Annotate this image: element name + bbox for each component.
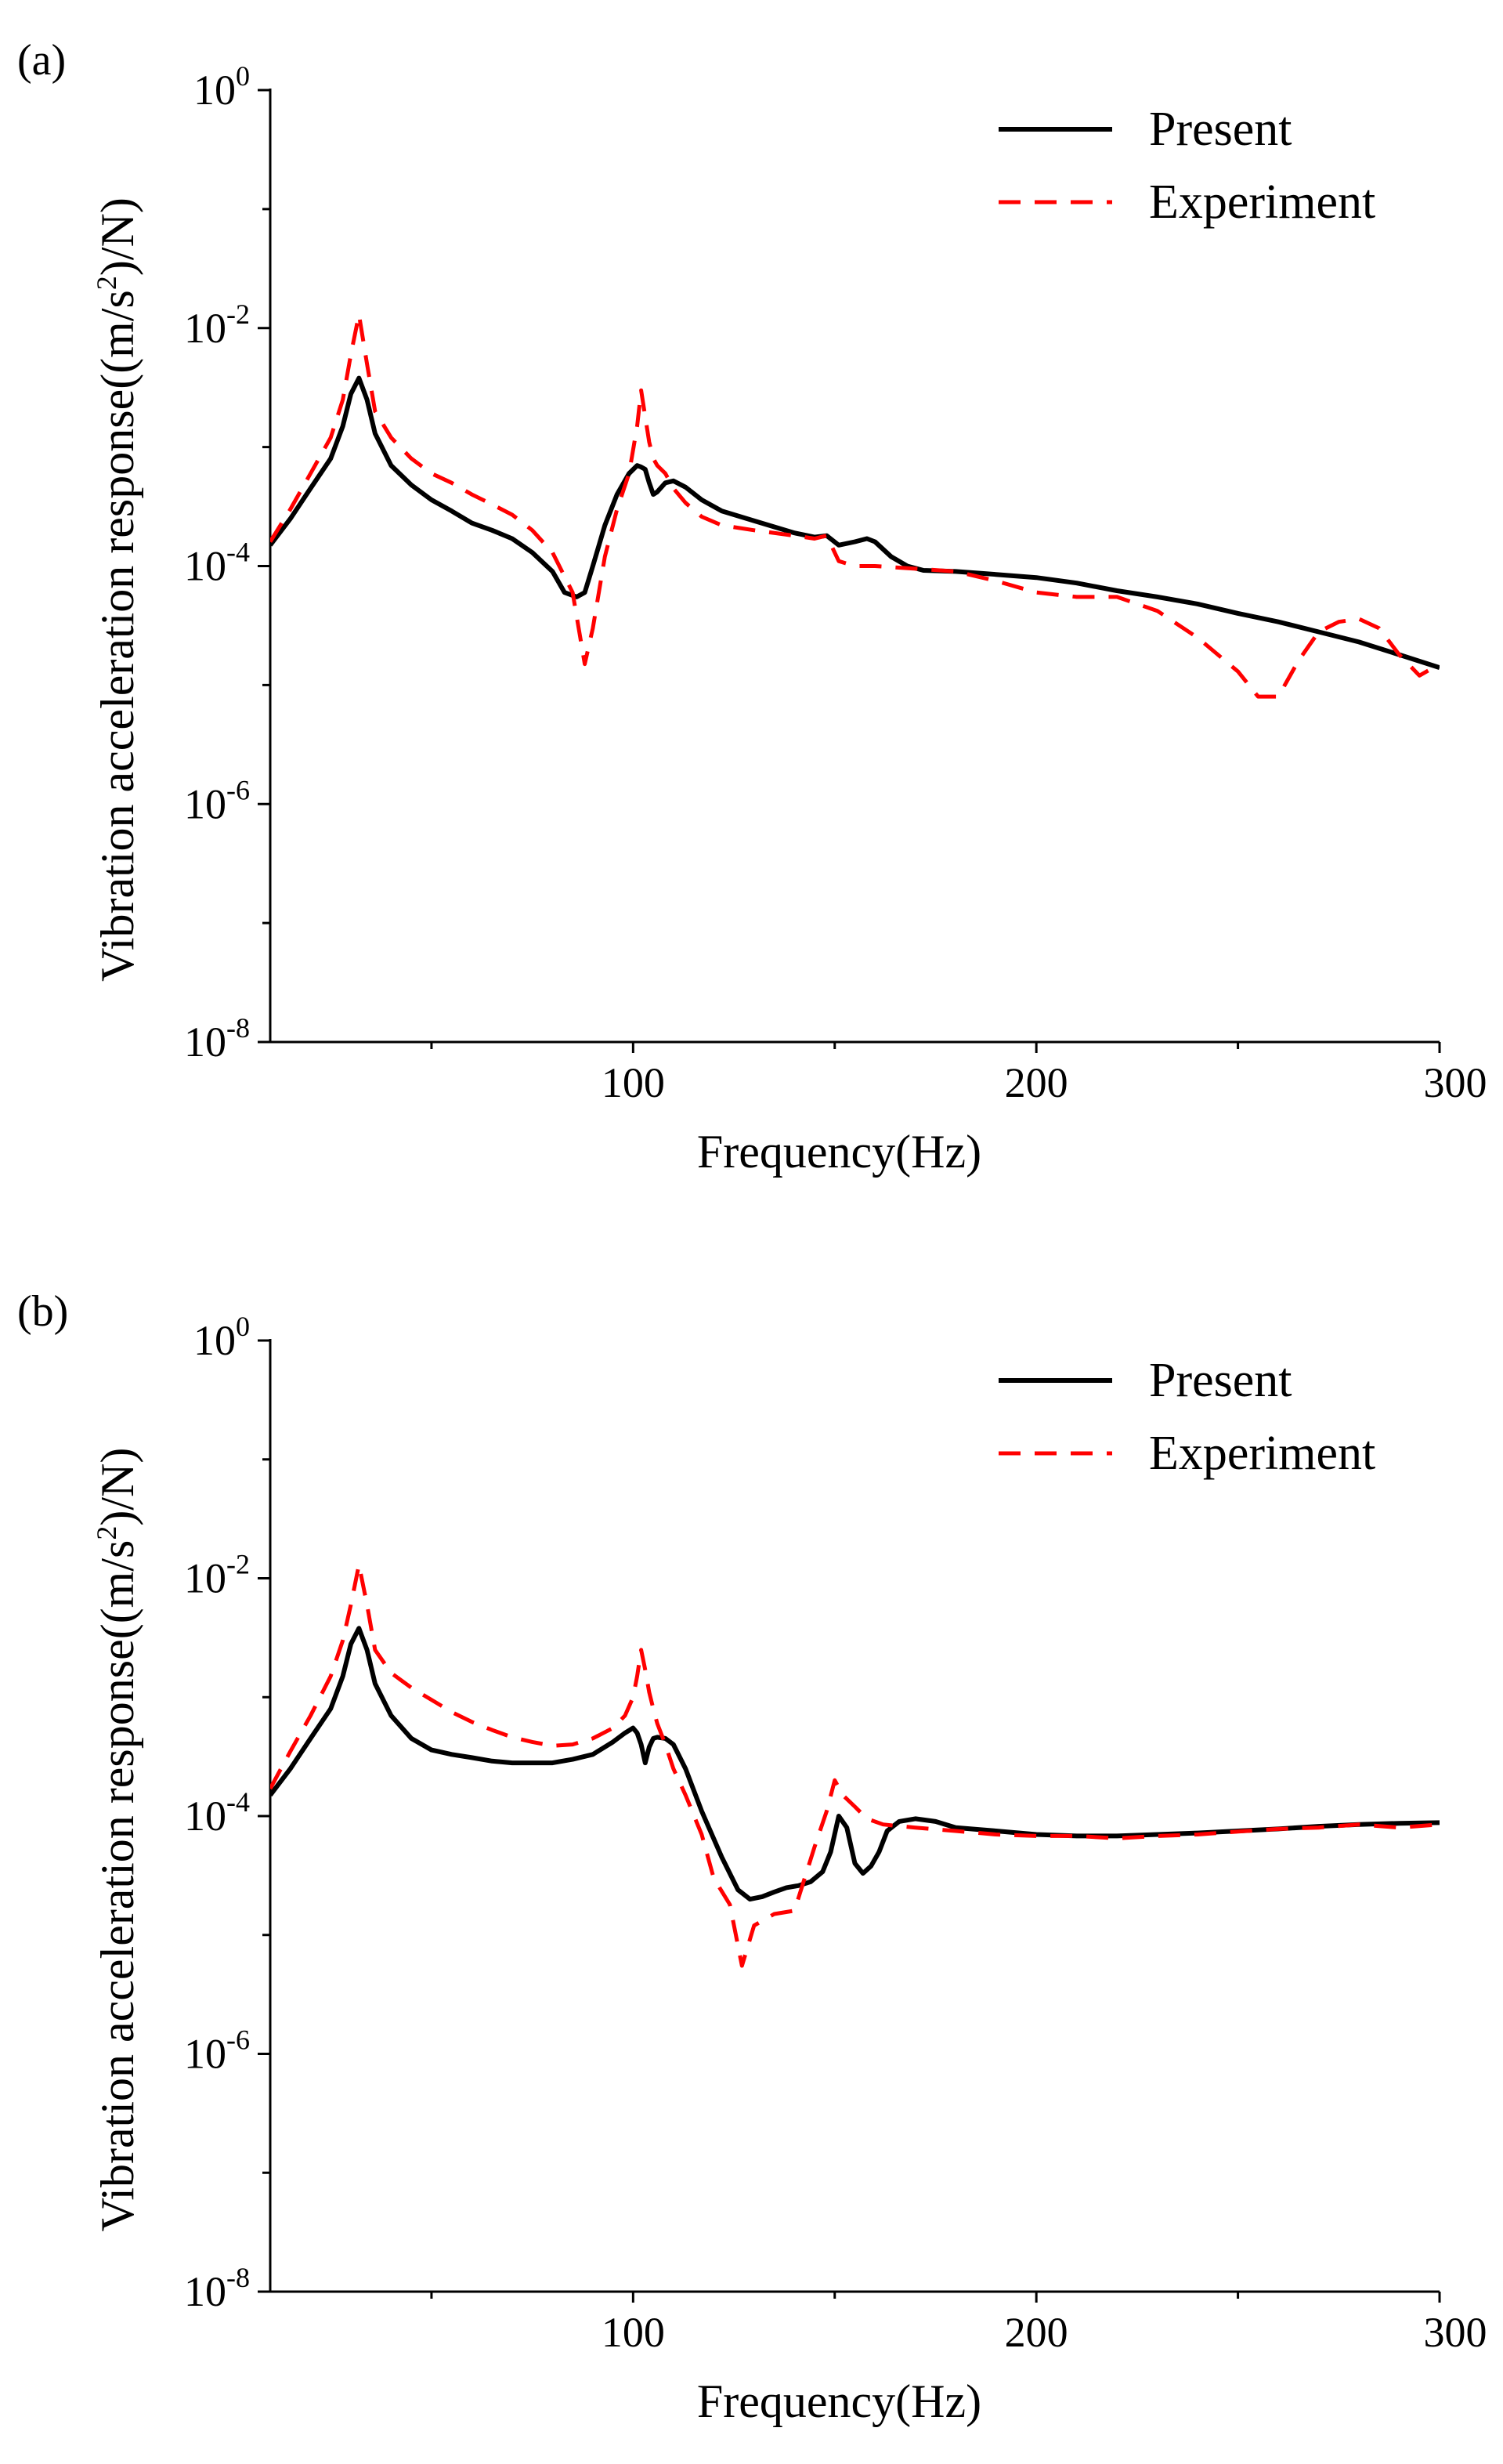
x-tick-label: 200 <box>1005 1059 1068 1106</box>
y-axis-title: Vibration acceleration response((m/s2)/N… <box>91 197 143 982</box>
y-tick-label: 100 <box>193 60 250 114</box>
y-tick-label-base: 10 <box>184 1019 226 1066</box>
y-tick-label: 10-2 <box>184 299 250 352</box>
y-tick-label-base: 10 <box>184 2268 226 2315</box>
y-tick-label-exponent: -2 <box>226 299 250 330</box>
legend-label-present: Present <box>1149 103 1292 156</box>
legend-label-experiment: Experiment <box>1149 1427 1375 1480</box>
y-tick-label-base: 10 <box>184 543 226 590</box>
x-axis-title: Frequency(Hz) <box>697 2375 981 2427</box>
y-axis-title-suffix: )/N) <box>92 197 143 276</box>
y-tick-label-base: 10 <box>184 780 226 827</box>
y-tick-label-exponent: -4 <box>226 537 250 568</box>
x-axis-title: Frequency(Hz) <box>697 1126 981 1178</box>
x-tick-label: 100 <box>602 2309 665 2356</box>
y-tick-label: 10-8 <box>184 2262 250 2315</box>
y-axis-title-prefix: Vibration acceleration response((m/s <box>92 1540 143 2232</box>
y-tick-label-base: 10 <box>184 1555 226 1602</box>
x-tick-label: 200 <box>1005 2309 1068 2356</box>
x-tick-label: 300 <box>1424 2309 1487 2356</box>
y-tick-label-base: 10 <box>184 305 226 352</box>
legend-label-experiment: Experiment <box>1149 175 1375 229</box>
series-line-experiment <box>270 1562 1440 1968</box>
y-axis-title: Vibration acceleration response((m/s2)/N… <box>91 1448 143 2232</box>
y-tick-label: 100 <box>193 1311 250 1364</box>
y-tick-label: 10-4 <box>184 537 250 590</box>
y-tick-label-exponent: -2 <box>226 1549 250 1580</box>
legend: Present Experiment <box>999 103 1375 229</box>
y-tick-label-exponent: -8 <box>226 1012 250 1044</box>
y-tick-label: 10-6 <box>184 774 250 827</box>
series-line-experiment <box>270 312 1440 699</box>
panel-label: (b) <box>17 1287 68 1336</box>
y-tick-label: 10-2 <box>184 1549 250 1602</box>
y-tick-label-exponent: -6 <box>226 774 250 805</box>
y-axis-title-prefix: Vibration acceleration response((m/s <box>92 290 143 982</box>
series-line-present <box>270 1626 1440 1902</box>
y-tick-label-exponent: -8 <box>226 2262 250 2293</box>
y-tick-label-exponent: 0 <box>236 60 250 92</box>
x-tick-label: 100 <box>602 1059 665 1106</box>
legend-label-present: Present <box>1149 1354 1292 1407</box>
y-tick-label-exponent: -6 <box>226 2024 250 2056</box>
y-axis-title-sup: 2 <box>91 1526 122 1540</box>
y-tick-label-base: 10 <box>193 67 236 114</box>
y-tick-label: 10-6 <box>184 2024 250 2078</box>
y-axis-title-suffix: )/N) <box>92 1448 143 1526</box>
y-tick-label-exponent: -4 <box>226 1786 250 1818</box>
panel-label: (a) <box>17 36 66 85</box>
y-tick-label: 10-8 <box>184 1012 250 1066</box>
y-tick-label-exponent: 0 <box>236 1311 250 1342</box>
y-tick-label-base: 10 <box>184 1793 226 1840</box>
y-axis-title-sup: 2 <box>91 276 122 290</box>
series-line-present <box>270 375 1440 671</box>
legend: Present Experiment <box>999 1354 1375 1480</box>
y-tick-label: 10-4 <box>184 1786 250 1840</box>
y-tick-label-base: 10 <box>193 1317 236 1364</box>
y-tick-label-base: 10 <box>184 2031 226 2078</box>
x-tick-label: 300 <box>1424 1059 1487 1106</box>
